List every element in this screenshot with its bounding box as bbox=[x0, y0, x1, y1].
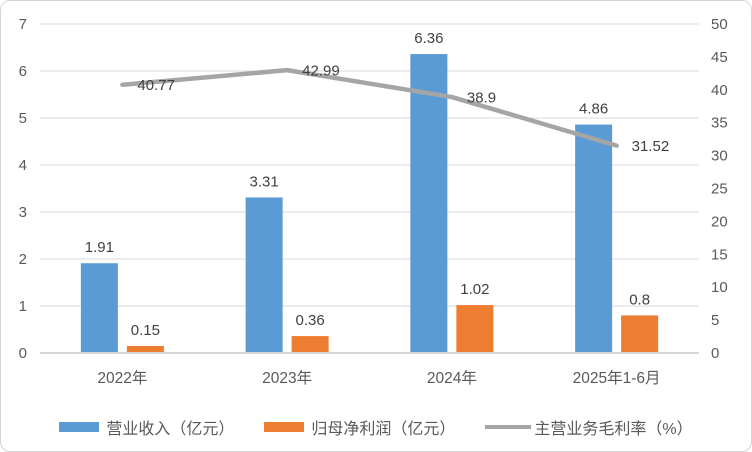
bar-value-label: 4.86 bbox=[579, 101, 608, 118]
legend-item-gross-margin[interactable]: 主营业务毛利率（%） bbox=[485, 415, 693, 439]
bar-revenue bbox=[245, 197, 283, 353]
right-axis-tick-label: 5 bbox=[711, 312, 719, 329]
left-axis-tick-label: 2 bbox=[19, 251, 27, 268]
bar-value-label: 6.36 bbox=[414, 30, 443, 47]
bar-value-label: 0.8 bbox=[629, 291, 650, 308]
bar-net-profit bbox=[456, 305, 494, 353]
legend-swatch-gross-margin-line bbox=[485, 424, 532, 430]
chart-canvas: 01234567051015202530354045501.913.316.36… bbox=[19, 16, 728, 387]
bar-revenue bbox=[410, 54, 448, 354]
line-point-label: 40.77 bbox=[137, 77, 175, 94]
bar-net-profit bbox=[621, 315, 659, 353]
legend-item-net-profit[interactable]: 归母净利润（亿元） bbox=[264, 415, 455, 439]
bar-net-profit bbox=[291, 336, 329, 353]
category-label: 2022年 bbox=[97, 369, 147, 387]
legend-label-gross-margin: 主营业务毛利率（%） bbox=[534, 421, 693, 438]
bar-value-label: 1.02 bbox=[460, 281, 489, 298]
line-point-label: 31.52 bbox=[632, 138, 670, 155]
left-axis-tick-label: 4 bbox=[19, 157, 27, 174]
left-axis-tick-label: 0 bbox=[19, 345, 27, 362]
right-axis-tick-label: 50 bbox=[711, 16, 728, 33]
right-axis-tick-label: 20 bbox=[711, 213, 728, 230]
right-axis-tick-label: 30 bbox=[711, 148, 728, 165]
category-label: 2025年1-6月 bbox=[573, 369, 661, 387]
right-axis-tick-label: 10 bbox=[711, 279, 728, 296]
legend-swatch-net-profit bbox=[264, 422, 305, 432]
left-axis-tick-label: 3 bbox=[19, 204, 27, 221]
right-axis-tick-label: 0 bbox=[711, 345, 719, 362]
right-axis-tick-label: 45 bbox=[711, 49, 728, 66]
bar-value-label: 3.31 bbox=[250, 173, 279, 190]
category-label: 2023年 bbox=[262, 369, 312, 387]
line-point-label: 38.9 bbox=[467, 90, 496, 107]
legend-item-revenue[interactable]: 营业收入（亿元） bbox=[59, 415, 234, 439]
left-axis-tick-label: 6 bbox=[19, 63, 27, 80]
legend-label-net-profit: 归母净利润（亿元） bbox=[311, 421, 456, 438]
gross-margin-line bbox=[120, 67, 619, 148]
bar-value-label: 0.36 bbox=[296, 312, 325, 329]
bar-value-label: 0.15 bbox=[131, 322, 160, 339]
bar-revenue bbox=[80, 263, 118, 353]
right-axis-tick-label: 40 bbox=[711, 82, 728, 99]
right-axis-tick-label: 15 bbox=[711, 246, 728, 263]
bar-net-profit bbox=[126, 345, 164, 353]
line-point-label: 42.99 bbox=[302, 63, 340, 80]
category-label: 2024年 bbox=[427, 369, 477, 387]
legend-swatch-revenue bbox=[59, 422, 100, 432]
left-axis-tick-label: 1 bbox=[19, 298, 27, 315]
left-axis-tick-label: 5 bbox=[19, 110, 27, 127]
bar-value-label: 1.91 bbox=[85, 239, 114, 256]
legend-label-revenue: 营业收入（亿元） bbox=[106, 421, 235, 438]
bar-revenue bbox=[575, 124, 613, 353]
right-axis-tick-label: 35 bbox=[711, 115, 728, 132]
chart-legend: 营业收入（亿元） 归母净利润（亿元） 主营业务毛利率（%） bbox=[1, 415, 751, 439]
left-axis-tick-label: 7 bbox=[19, 16, 27, 33]
right-axis-tick-label: 25 bbox=[711, 181, 728, 198]
